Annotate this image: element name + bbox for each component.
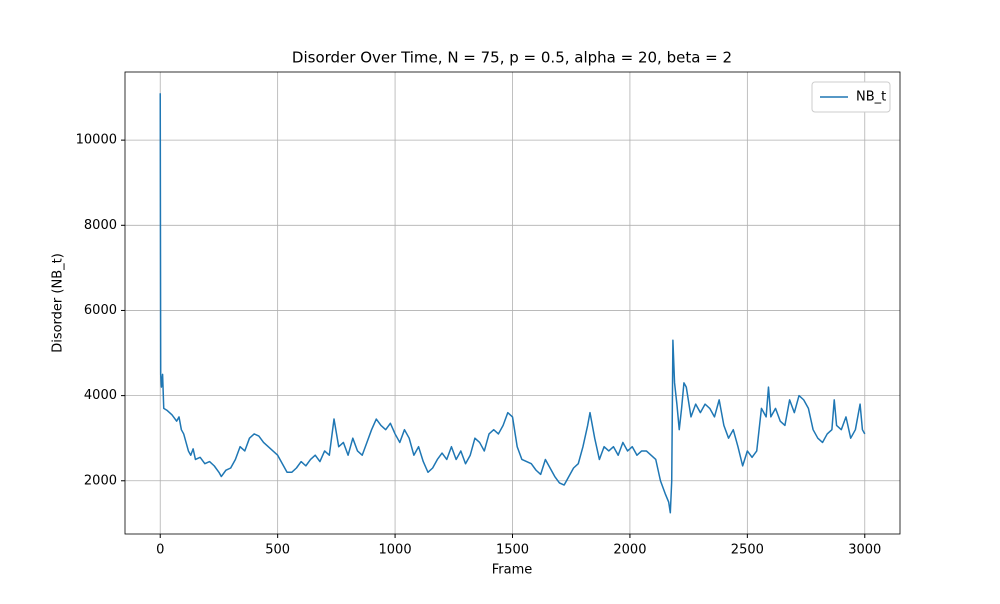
chart-title: Disorder Over Time, N = 75, p = 0.5, alp… — [292, 49, 732, 67]
x-tick-label: 1000 — [379, 543, 412, 558]
y-tick-label: 6000 — [84, 303, 117, 318]
y-tick-label: 10000 — [76, 133, 117, 148]
x-tick-label: 0 — [156, 543, 164, 558]
legend-label: NB_t — [856, 90, 886, 105]
x-axis-label: Frame — [492, 563, 533, 578]
y-axis-label: Disorder (NB_t) — [51, 253, 66, 353]
x-tick-label: 2500 — [731, 543, 764, 558]
x-tick-label: 500 — [265, 543, 290, 558]
plot-frame — [124, 71, 901, 535]
y-tick-label: 8000 — [84, 218, 117, 233]
x-tick-label: 3000 — [848, 543, 881, 558]
y-tick-label: 4000 — [84, 388, 117, 403]
x-tick-label: 2000 — [613, 543, 646, 558]
y-tick-label: 2000 — [84, 473, 117, 488]
data-line — [159, 93, 866, 514]
legend-box — [811, 81, 891, 113]
x-tick-label: 1500 — [496, 543, 529, 558]
